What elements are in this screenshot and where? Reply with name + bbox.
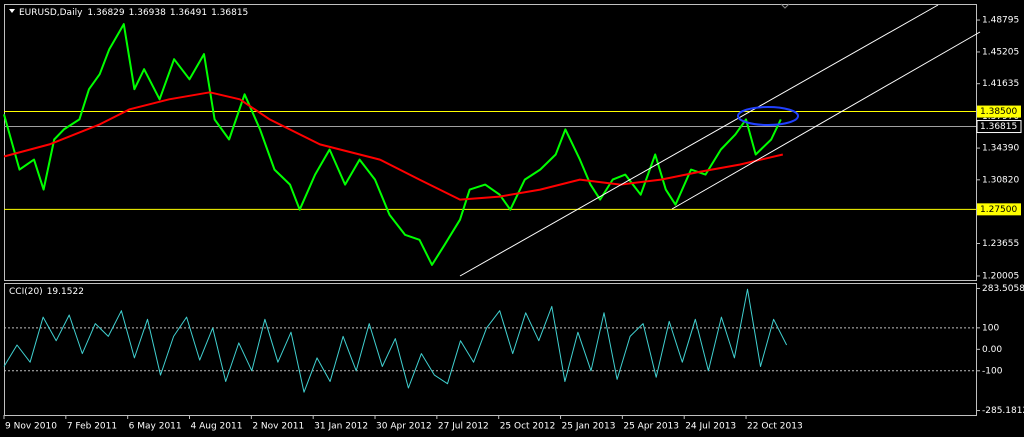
y-tick-label: 283.5058	[982, 284, 1024, 294]
x-tick-label: 2 Nov 2011	[252, 422, 304, 432]
x-tick-label: 25 Apr 2013	[623, 422, 679, 432]
cci-name: CCI(20)	[9, 287, 43, 297]
menu-triangle[interactable]	[9, 9, 15, 13]
channel-line[interactable]	[671, 31, 981, 210]
y-tick-label: -100	[982, 366, 1003, 376]
close: 1.36815	[211, 8, 248, 18]
symbol: EURUSD,Daily	[19, 8, 83, 18]
series-line	[3, 288, 788, 393]
channel-line[interactable]	[459, 4, 939, 277]
current-price-box	[976, 120, 1022, 134]
x-tick-label: 27 Jul 2012	[438, 422, 489, 432]
y-tick-label: 100	[982, 323, 999, 333]
price-panel	[4, 4, 977, 281]
high: 1.36938	[129, 8, 166, 18]
low: 1.36491	[170, 8, 207, 18]
x-tick-label: 22 Oct 2013	[747, 422, 803, 432]
axis-labels: 1.487951.452051.416351.379701.343901.308…	[3, 16, 1024, 432]
y-tick-label: -285.1812	[982, 406, 1024, 416]
x-tick-label: 6 May 2011	[129, 422, 182, 432]
price-header: EURUSD,Daily 1.36829 1.36938 1.36491 1.36815	[19, 8, 248, 18]
current-price-label: 1.36815	[980, 122, 1017, 132]
series-line	[3, 91, 784, 201]
x-tick-label: 4 Aug 2011	[191, 422, 243, 432]
series-line	[3, 23, 782, 266]
level-label-box	[977, 203, 1021, 216]
y-tick-label: 1.45205	[982, 47, 1019, 57]
x-tick-label: 9 Nov 2010	[5, 422, 57, 432]
y-tick-label: 0.00	[982, 345, 1002, 355]
y-tick-label: 1.20005	[982, 271, 1019, 281]
x-tick-label: 25 Oct 2012	[500, 422, 556, 432]
cci-panel	[4, 283, 977, 416]
x-tick-label: 30 Apr 2012	[376, 422, 432, 432]
plot	[3, 23, 976, 393]
highlight-ellipse[interactable]	[737, 106, 799, 126]
level-label: 1.27500	[980, 205, 1017, 215]
level-label-box	[977, 105, 1021, 118]
y-tick-label: 1.41635	[982, 79, 1019, 89]
y-tick-label: 1.23655	[982, 239, 1019, 249]
y-tick-label: 1.48795	[982, 16, 1019, 26]
y-tick-label: 1.34390	[982, 144, 1019, 154]
cci-value: 19.1522	[47, 287, 84, 297]
x-tick-label: 25 Jan 2013	[562, 422, 616, 432]
y-tick-label: 1.30820	[982, 175, 1019, 185]
x-tick-label: 24 Jul 2013	[685, 422, 736, 432]
x-tick-label: 7 Feb 2011	[67, 422, 117, 432]
x-tick-label: 31 Jan 2012	[314, 422, 368, 432]
cci-header: CCI(20) 19.1522	[9, 287, 84, 297]
open: 1.36829	[87, 8, 124, 18]
shift-marker	[780, 3, 790, 9]
level-label: 1.38500	[980, 107, 1017, 117]
